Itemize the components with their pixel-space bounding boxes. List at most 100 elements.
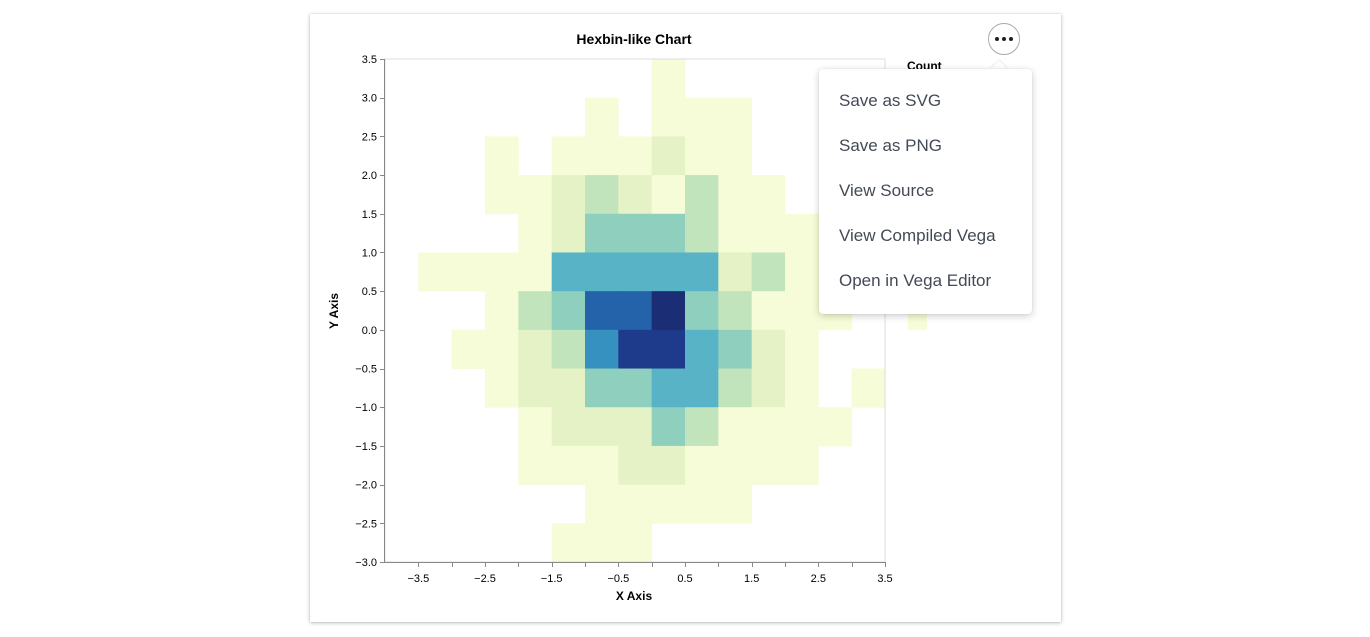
heatmap-cell xyxy=(718,484,753,524)
heatmap-cell xyxy=(785,252,819,292)
axes: −3.5 −2.5 −1.5 −0.5 0.5 1.5 2.5 3.5 3.5 3.0 2.5 2.0… xyxy=(355,54,892,585)
y-tick-label: 1.0 xyxy=(362,247,377,259)
heatmap-cell xyxy=(718,136,753,176)
heatmap-cell xyxy=(418,252,453,292)
heatmap-cell xyxy=(551,252,586,292)
heatmap-cell xyxy=(718,445,753,486)
y-tick-label: 2.5 xyxy=(362,131,377,143)
heatmap-cell xyxy=(685,291,719,331)
heatmap-cell xyxy=(718,213,753,253)
chart-title: Hexbin-like Chart xyxy=(576,31,691,47)
heatmap-cell xyxy=(551,407,586,447)
actions-menu-button[interactable] xyxy=(988,23,1020,55)
heatmap-cell xyxy=(451,252,486,292)
heatmap-cell xyxy=(851,368,886,408)
heatmap-cell xyxy=(651,368,686,408)
dot-icon xyxy=(1002,37,1006,41)
y-tick-label: −0.5 xyxy=(355,364,377,376)
y-tick-label: 3.0 xyxy=(362,93,377,105)
heatmap-cell xyxy=(751,329,786,369)
menu-item-save-svg[interactable]: Save as SVG xyxy=(839,91,942,110)
heatmap-cell xyxy=(585,213,619,253)
menu-item-view-compiled-vega[interactable]: View Compiled Vega xyxy=(839,226,996,245)
heatmap-cell xyxy=(751,368,786,408)
heatmap-cell xyxy=(751,252,786,292)
heatmap-cell xyxy=(485,368,519,408)
y-tick-label: −1.0 xyxy=(355,402,377,414)
heatmap-cell xyxy=(518,291,553,331)
heatmap-cell xyxy=(751,213,786,253)
heatmap-cell xyxy=(585,329,619,369)
heatmap-cell xyxy=(685,136,719,176)
heatmap-cell xyxy=(785,368,819,408)
heatmap-cell xyxy=(551,368,586,408)
heatmap-cell xyxy=(618,445,653,486)
heatmap-cell xyxy=(585,136,619,176)
heatmap-cell xyxy=(751,291,786,331)
heatmap-cell xyxy=(685,368,719,408)
heatmap-cell xyxy=(518,213,553,253)
heatmap-cell xyxy=(718,175,753,215)
heatmap-cell xyxy=(618,136,653,176)
heatmap-cell xyxy=(585,523,619,563)
heatmap-cell xyxy=(685,329,719,369)
menu-item-open-vega-editor[interactable]: Open in Vega Editor xyxy=(839,271,992,290)
heatmap-cell xyxy=(685,484,719,524)
heatmap-cell xyxy=(518,445,553,486)
y-tick-label: −3.0 xyxy=(355,557,377,569)
heatmap-cells xyxy=(418,59,886,563)
heatmap-cell xyxy=(551,329,586,369)
y-tick-label: −2.5 xyxy=(355,518,377,530)
heatmap-cell xyxy=(551,213,586,253)
heatmap-cell xyxy=(651,329,686,369)
heatmap-cell xyxy=(785,329,819,369)
heatmap-cell xyxy=(718,407,753,447)
heatmap-cell xyxy=(718,368,753,408)
heatmap-cell xyxy=(651,213,686,253)
heatmap-cell xyxy=(785,291,819,331)
heatmap-cell xyxy=(485,252,519,292)
heatmap-cell xyxy=(618,252,653,292)
heatmap-cell xyxy=(518,252,553,292)
heatmap-cell xyxy=(585,252,619,292)
heatmap-cell xyxy=(518,368,553,408)
menu-item-save-png[interactable]: Save as PNG xyxy=(839,136,942,155)
y-tick-label: 0.5 xyxy=(362,286,377,298)
heatmap-cell xyxy=(651,136,686,176)
y-tick-label: −1.5 xyxy=(355,441,377,453)
actions-menu: Save as SVG Save as PNG View Source View… xyxy=(819,69,1032,314)
x-tick-label: 3.5 xyxy=(877,573,892,585)
y-tick-label: 3.5 xyxy=(362,54,377,66)
heatmap-cell xyxy=(751,445,786,486)
dot-icon xyxy=(995,37,999,41)
x-tick-label: 0.5 xyxy=(677,573,692,585)
heatmap-cell xyxy=(585,484,619,524)
heatmap-cell xyxy=(485,136,519,176)
heatmap-cell xyxy=(818,407,853,447)
heatmap-cell xyxy=(618,329,653,369)
y-tick-label: 2.0 xyxy=(362,170,377,182)
heatmap-cell xyxy=(518,175,553,215)
heatmap-cell xyxy=(551,445,586,486)
heatmap-cell xyxy=(718,291,753,331)
heatmap-cell xyxy=(585,291,619,331)
heatmap-cell xyxy=(685,97,719,137)
heatmap-cell xyxy=(685,213,719,253)
heatmap-cell xyxy=(618,368,653,408)
heatmap-cell xyxy=(585,368,619,408)
heatmap-cell xyxy=(685,252,719,292)
heatmap-cell xyxy=(651,59,686,99)
heatmap-cell xyxy=(651,291,686,331)
menu-item-view-source[interactable]: View Source xyxy=(839,181,935,200)
heatmap-cell xyxy=(551,136,586,176)
heatmap-cell xyxy=(551,523,586,563)
heatmap-cell xyxy=(651,252,686,292)
heatmap-cell xyxy=(718,97,753,137)
heatmap-cell xyxy=(785,213,819,253)
heatmap-cell xyxy=(718,329,753,369)
x-tick-label: −0.5 xyxy=(607,573,629,585)
heatmap-cell xyxy=(618,407,653,447)
heatmap-cell xyxy=(618,213,653,253)
heatmap-cell xyxy=(685,445,719,486)
